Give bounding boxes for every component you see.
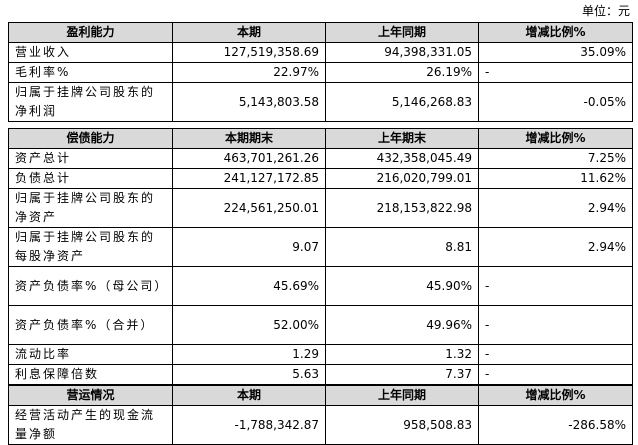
value-cell: 5,143,803.58 [172, 82, 326, 122]
header-cell: 本期 [172, 385, 326, 406]
value-cell: 241,127,172.85 [172, 168, 326, 189]
header-cell: 上年同期 [325, 385, 479, 406]
value-cell: 5.63 [172, 364, 326, 385]
row-label: 毛利率% [8, 62, 173, 83]
value-cell: - [478, 266, 633, 306]
value-cell: - [478, 344, 633, 365]
value-cell: 127,519,358.69 [172, 42, 326, 63]
value-cell: 224,561,250.01 [172, 188, 326, 228]
header-cell: 本期 [172, 22, 326, 43]
unit-note: 单位：元 [581, 4, 630, 18]
value-cell: - [478, 305, 633, 345]
data-row: 毛利率% 22.97% 26.19% - [8, 62, 633, 83]
header-row: 营运情况 本期 上年同期 增减比例% [8, 385, 633, 406]
data-row: 营业收入 127,519,358.69 94,398,331.05 35.09% [8, 42, 633, 63]
header-cell: 偿债能力 [8, 128, 173, 149]
data-row: 归属于挂牌公司股东的每股净资产 9.07 8.81 2.94% [8, 227, 633, 267]
value-cell: -0.05% [478, 82, 633, 122]
value-cell: 49.96% [325, 305, 479, 345]
header-cell: 上年同期 [325, 22, 479, 43]
value-cell: 22.97% [172, 62, 326, 83]
row-label: 资产总计 [8, 148, 173, 169]
value-cell: 26.19% [325, 62, 479, 83]
header-cell: 盈利能力 [8, 22, 173, 43]
row-label: 经营活动产生的现金流量净额 [8, 405, 173, 445]
value-cell: 11.62% [478, 168, 633, 189]
row-label: 营业收入 [8, 42, 173, 63]
value-cell: 35.09% [478, 42, 633, 63]
data-row: 资产负债率%（母公司） 45.69% 45.90% - [8, 266, 633, 306]
header-cell: 营运情况 [8, 385, 173, 406]
data-row: 资产总计 463,701,261.26 432,358,045.49 7.25% [8, 148, 633, 169]
value-cell: 218,153,822.98 [325, 188, 479, 228]
header-row: 盈利能力 本期 上年同期 增减比例% [8, 22, 633, 43]
value-cell: 7.25% [478, 148, 633, 169]
header-cell: 增减比例% [478, 385, 633, 406]
value-cell: 52.00% [172, 305, 326, 345]
value-cell: - [478, 364, 633, 385]
tables: 盈利能力 本期 上年同期 增减比例% 营业收入 127,519,358.69 94,398,… [8, 22, 633, 445]
row-label: 利息保障倍数 [8, 364, 173, 385]
value-cell: 7.37 [325, 364, 479, 385]
header-cell: 增减比例% [478, 22, 633, 43]
value-cell: 432,358,045.49 [325, 148, 479, 169]
data-row: 归属于挂牌公司股东的净利润 5,143,803.58 5,146,268.83 -0.… [8, 82, 633, 122]
value-cell: 94,398,331.05 [325, 42, 479, 63]
header-row: 偿债能力 本期期末 上年期末 增减比例% [8, 128, 633, 149]
value-cell: 463,701,261.26 [172, 148, 326, 169]
value-cell: 8.81 [325, 227, 479, 267]
row-label: 归属于挂牌公司股东的净利润 [8, 82, 173, 122]
section-table: 营运情况 本期 上年同期 增减比例% 经营活动产生的现金流量净额 -1,788,342.8… [8, 385, 633, 445]
value-cell: 45.90% [325, 266, 479, 306]
value-cell: 45.69% [172, 266, 326, 306]
value-cell: 1.32 [325, 344, 479, 365]
page: 单位：元 盈利能力 本期 上年同期 增减比例% 营业收入 127,519,358.69 94… [8, 4, 633, 445]
header-cell: 上年期末 [325, 128, 479, 149]
value-cell: 2.94% [478, 188, 633, 228]
value-cell: 958,508.83 [325, 405, 479, 445]
data-row: 负债总计 241,127,172.85 216,020,799.01 11.62% [8, 168, 633, 189]
header-cell: 本期期末 [172, 128, 326, 149]
value-cell: 9.07 [172, 227, 326, 267]
data-row: 资产负债率%（合并） 52.00% 49.96% - [8, 305, 633, 345]
value-cell: 216,020,799.01 [325, 168, 479, 189]
data-row: 利息保障倍数 5.63 7.37- [8, 364, 633, 385]
section-table: 盈利能力 本期 上年同期 增减比例% 营业收入 127,519,358.69 94,398,… [8, 22, 633, 122]
value-cell: - [478, 62, 633, 83]
data-row: 经营活动产生的现金流量净额 -1,788,342.87 958,508.83 -286… [8, 405, 633, 445]
header-cell: 增减比例% [478, 128, 633, 149]
data-row: 流动比率 1.29 1.32- [8, 344, 633, 365]
row-label: 流动比率 [8, 344, 173, 365]
data-row: 归属于挂牌公司股东的净资产 224,561,250.01 218,153,822.9… [8, 188, 633, 228]
row-label: 归属于挂牌公司股东的每股净资产 [8, 227, 173, 267]
value-cell: 5,146,268.83 [325, 82, 479, 122]
value-cell: -1,788,342.87 [172, 405, 326, 445]
value-cell: 2.94% [478, 227, 633, 267]
section-table: 偿债能力 本期期末 上年期末 增减比例% 资产总计 463,701,261.26 432,3… [8, 128, 633, 385]
value-cell: -286.58% [478, 405, 633, 445]
row-label: 负债总计 [8, 168, 173, 189]
row-label: 归属于挂牌公司股东的净资产 [8, 188, 173, 228]
row-label: 资产负债率%（母公司） [8, 266, 173, 306]
value-cell: 1.29 [172, 344, 326, 365]
row-label: 资产负债率%（合并） [8, 305, 173, 345]
